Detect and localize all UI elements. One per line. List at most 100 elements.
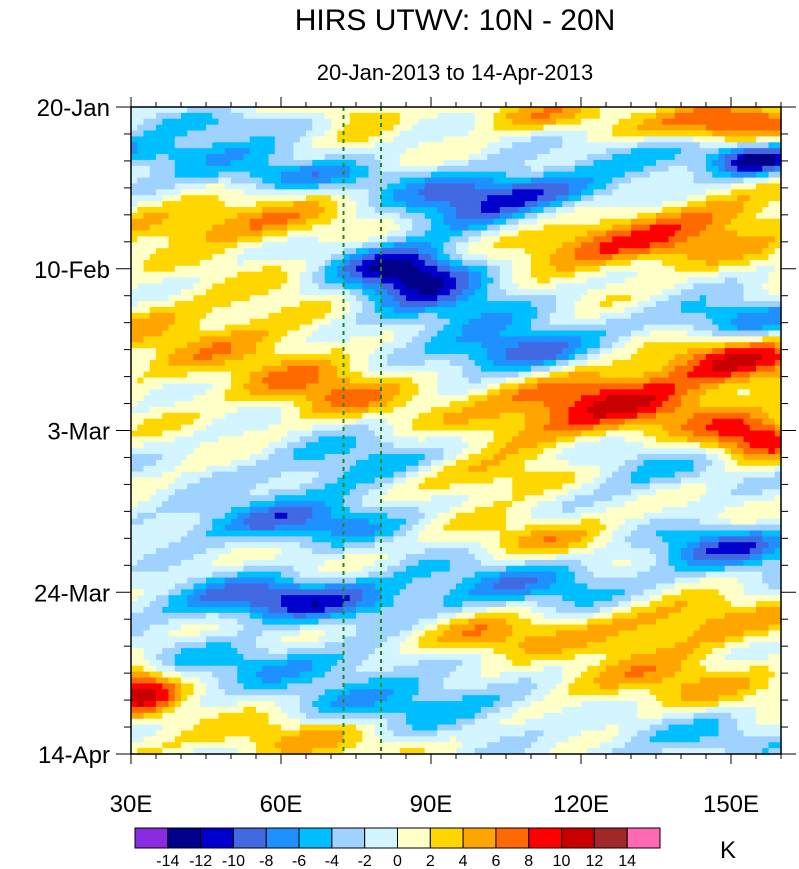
heat-cell	[493, 159, 501, 167]
heat-cell	[162, 277, 170, 285]
heat-cell	[356, 118, 363, 126]
heat-cell	[156, 265, 163, 273]
heat-cell	[649, 242, 657, 249]
heat-cell	[249, 154, 257, 161]
heat-cell	[137, 171, 145, 179]
heat-cell	[424, 354, 432, 361]
heat-cell	[756, 224, 763, 232]
heat-cell	[174, 124, 182, 132]
heat-cell	[181, 295, 188, 302]
heat-cell	[449, 301, 457, 308]
heat-cell	[212, 254, 220, 261]
heat-cell	[437, 189, 445, 196]
heat-cell	[162, 124, 170, 132]
heat-cell	[543, 206, 551, 214]
heat-cell	[456, 107, 463, 114]
heat-cell	[306, 365, 313, 373]
heat-cell	[506, 154, 513, 161]
heat-cell	[468, 365, 476, 373]
heat-cell	[287, 265, 295, 273]
heat-cell	[762, 342, 770, 349]
heat-cell	[756, 236, 763, 243]
heat-cell	[131, 389, 138, 396]
heat-cell	[318, 201, 326, 208]
heat-cell	[606, 212, 613, 220]
heat-cell	[437, 277, 445, 285]
heat-cell	[349, 377, 357, 385]
heat-cell	[137, 312, 145, 320]
heat-cell	[299, 171, 307, 179]
heat-cell	[724, 306, 732, 314]
heat-cell	[599, 165, 607, 173]
heat-cell	[418, 183, 426, 190]
heat-cell	[356, 224, 363, 232]
heat-cell	[462, 242, 470, 249]
heat-cell	[349, 242, 357, 249]
heat-cell	[281, 189, 288, 196]
heat-cell	[174, 165, 182, 173]
heat-cell	[606, 283, 613, 290]
heat-cell	[174, 154, 182, 161]
heat-cell	[587, 295, 595, 302]
heat-cell	[356, 218, 363, 226]
heat-cell	[368, 259, 376, 267]
heat-cell	[712, 212, 720, 220]
heat-cell	[387, 124, 395, 132]
heat-cell	[674, 259, 682, 267]
heat-cell	[262, 130, 270, 138]
heat-cell	[343, 136, 351, 143]
heat-cell	[518, 371, 526, 379]
heat-cell	[343, 189, 351, 196]
heat-cell	[243, 289, 251, 296]
heat-cell	[256, 365, 263, 373]
heat-cell	[181, 312, 188, 320]
heat-cell	[137, 324, 145, 332]
heat-cell	[731, 330, 738, 337]
heat-cell	[406, 359, 413, 367]
heat-cell	[418, 242, 426, 249]
heat-cell	[368, 365, 376, 373]
heat-cell	[206, 118, 213, 126]
heat-cell	[537, 218, 545, 226]
heat-cell	[593, 324, 601, 332]
heat-cell	[524, 177, 532, 185]
heat-cell	[524, 195, 532, 202]
heat-cell	[318, 118, 326, 126]
heat-cell	[312, 254, 320, 261]
heat-cell	[218, 354, 226, 361]
heat-cell	[337, 206, 345, 214]
heat-cell	[387, 377, 395, 385]
heat-cell	[487, 359, 495, 367]
heat-cell	[131, 171, 138, 179]
heat-cell	[331, 371, 338, 379]
heat-cell	[631, 171, 638, 179]
heat-cell	[374, 359, 382, 367]
heat-cell	[418, 159, 426, 167]
heat-cell	[474, 165, 482, 173]
heat-cell	[362, 195, 370, 202]
heat-cell	[674, 189, 682, 196]
heat-cell	[318, 271, 326, 279]
heat-cell	[637, 306, 645, 314]
heat-cell	[374, 383, 382, 390]
heat-cell	[374, 224, 382, 232]
heat-cell	[187, 259, 195, 267]
heat-cell	[131, 159, 138, 167]
heat-cell	[424, 124, 432, 132]
heat-cell	[449, 136, 457, 143]
heat-cell	[406, 248, 413, 255]
heat-cell	[724, 171, 732, 179]
heat-cell	[462, 112, 470, 120]
heat-cell	[431, 365, 438, 373]
heat-cell	[768, 218, 776, 226]
heat-cell	[568, 259, 576, 267]
heat-cell	[206, 295, 213, 302]
heat-cell	[681, 377, 688, 385]
heat-cell	[306, 212, 313, 220]
heat-cell	[449, 377, 457, 385]
heat-cell	[256, 136, 263, 143]
heat-cell	[399, 177, 407, 185]
heat-cell	[187, 330, 195, 337]
heat-cell	[424, 142, 432, 149]
heat-cell	[293, 189, 301, 196]
